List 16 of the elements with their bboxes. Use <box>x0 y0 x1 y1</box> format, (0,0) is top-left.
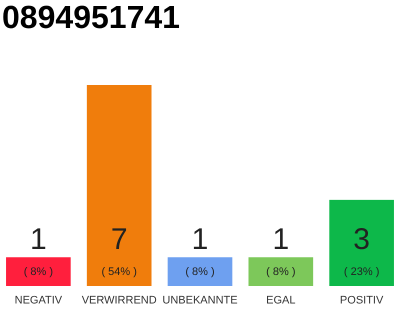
x-tick-label: EGAL <box>266 294 296 306</box>
x-tick-label: VERWIRREND <box>82 294 157 306</box>
annotation: ( 8% ) <box>185 266 215 278</box>
annotation: ( 8% ) <box>24 266 54 278</box>
data-label: 1 <box>192 223 208 256</box>
x-tick-label: POSITIV <box>340 294 384 306</box>
data-label: 1 <box>30 223 47 256</box>
data-label: 7 <box>110 223 128 256</box>
x-tick-label: NEGATIV <box>14 294 63 306</box>
data-label: 3 <box>353 223 370 256</box>
chart-title: 0894951741 <box>2 0 180 35</box>
x-tick-label: UNBEKANNTE <box>162 294 238 306</box>
annotation: ( 23% ) <box>344 266 380 278</box>
annotation: ( 8% ) <box>266 266 296 278</box>
annotation: ( 54% ) <box>101 266 137 278</box>
data-label: 1 <box>272 223 290 256</box>
